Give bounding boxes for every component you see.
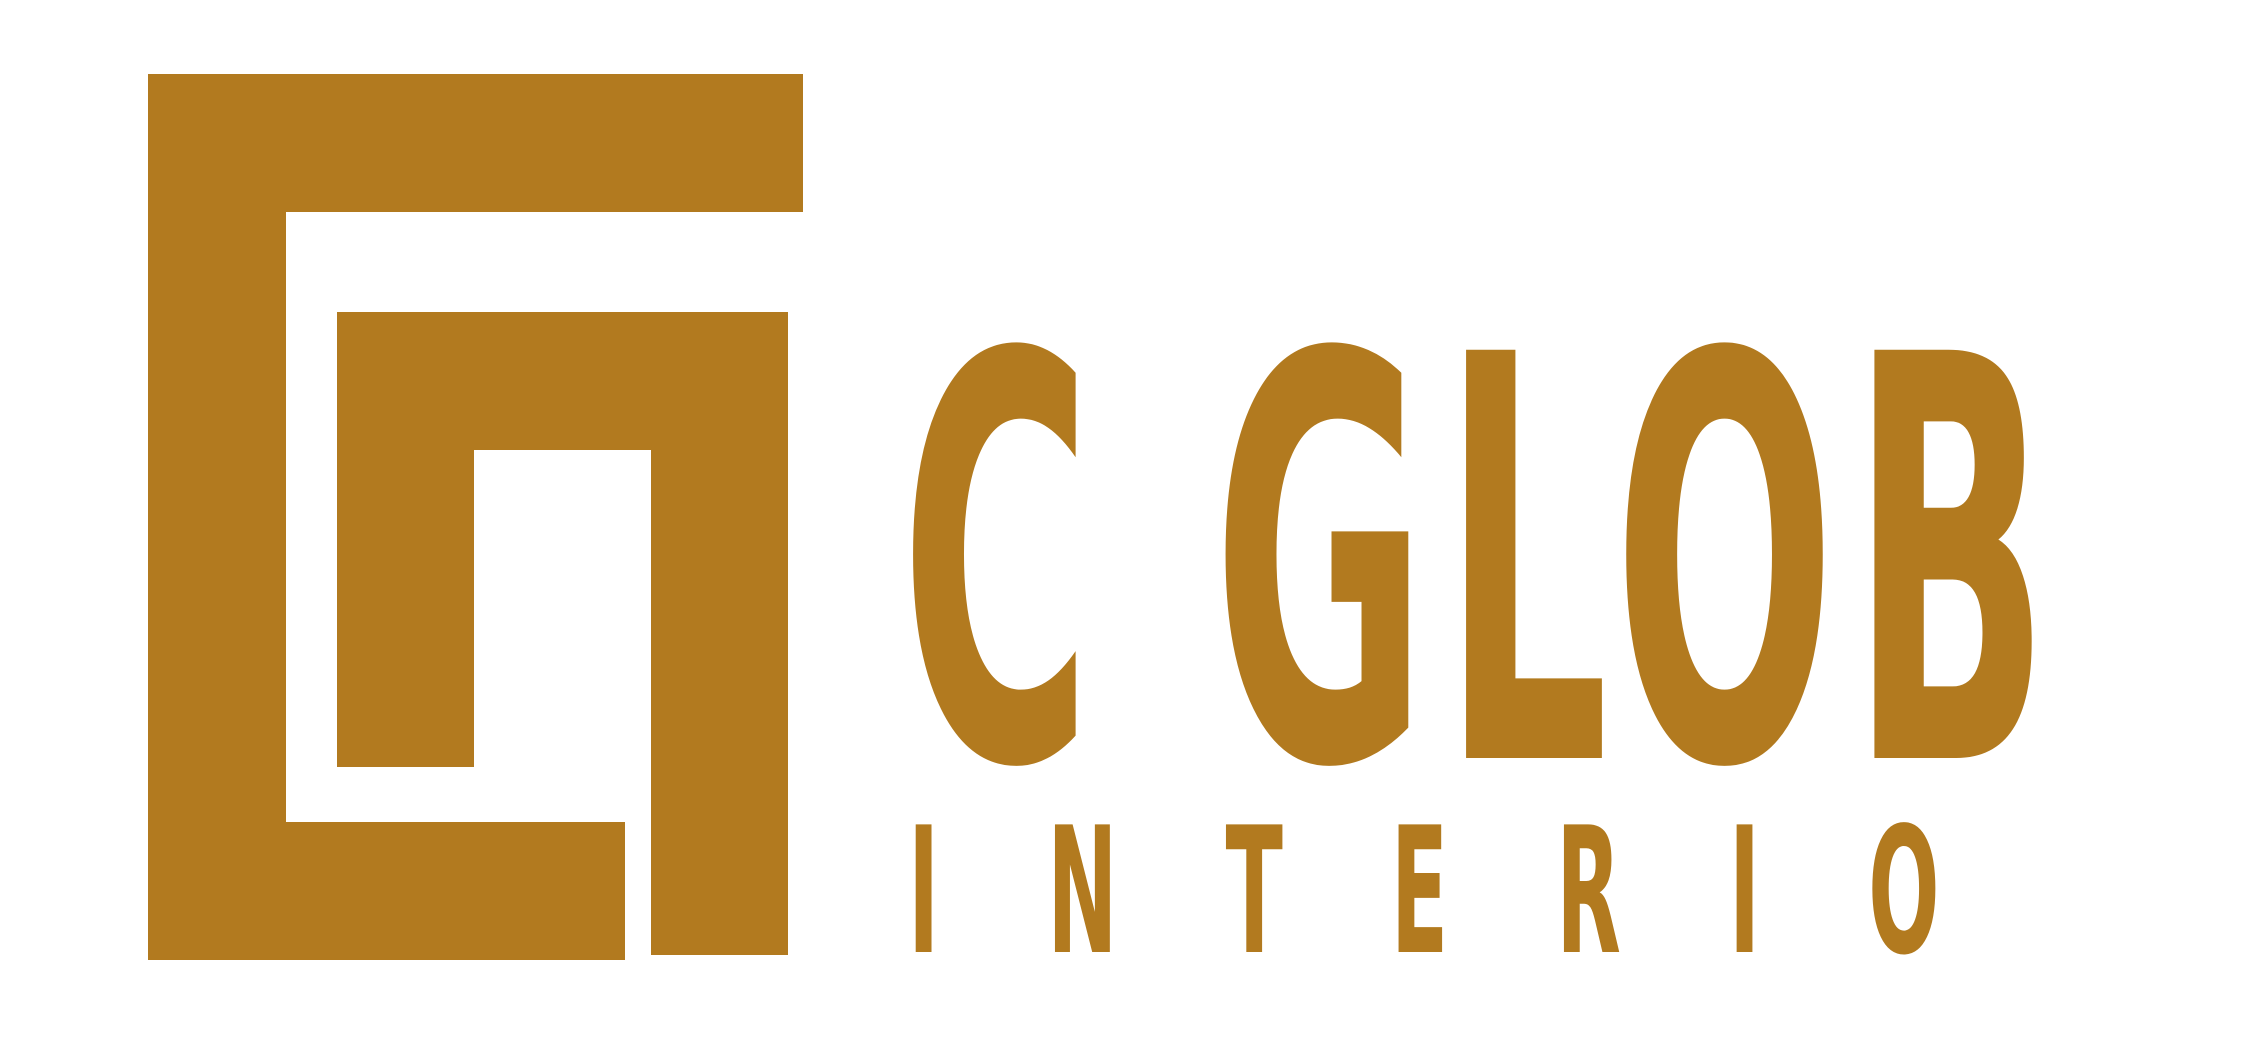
brand-name: C GLOB bbox=[900, 239, 2065, 891]
wordmark: C GLOB INTERIO bbox=[880, 285, 2180, 980]
brand-tagline: INTERIO bbox=[908, 791, 2048, 994]
outer-bracket-shape bbox=[148, 74, 803, 960]
inner-bracket-shape bbox=[337, 312, 788, 955]
